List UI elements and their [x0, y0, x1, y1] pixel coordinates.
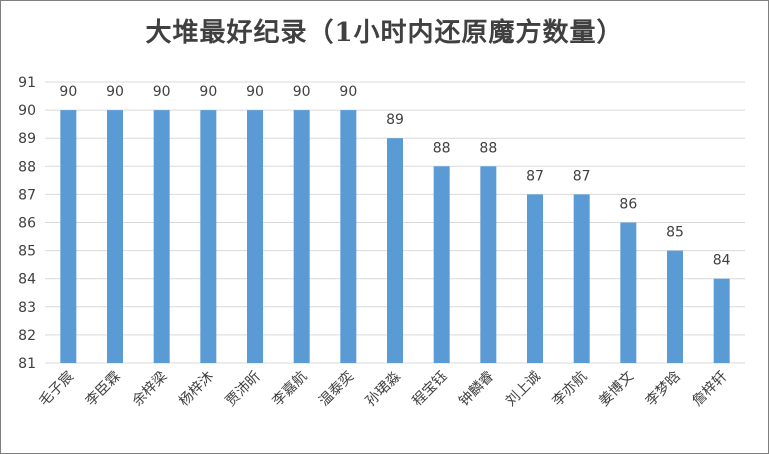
bar	[107, 110, 123, 363]
data-label: 85	[666, 225, 684, 241]
bar	[387, 138, 403, 363]
data-label: 87	[573, 168, 591, 184]
data-label: 90	[59, 84, 77, 100]
data-label: 90	[153, 84, 171, 100]
data-label: 84	[713, 253, 731, 269]
y-tick-label: 85	[18, 244, 36, 260]
bar	[620, 222, 637, 363]
x-tick-label: 詹梓轩	[689, 369, 730, 410]
x-tick-label: 毛子宸	[35, 368, 77, 410]
bar	[713, 278, 730, 363]
x-tick-label: 温泰奕	[316, 369, 357, 410]
y-tick-label: 91	[18, 75, 36, 91]
x-tick-label: 李臣霖	[83, 369, 124, 410]
x-tick-label: 钟麟睿	[455, 368, 497, 410]
y-tick-label: 90	[18, 103, 36, 119]
x-tick-label: 杨梓沐	[176, 369, 217, 410]
bar	[293, 110, 310, 363]
data-label: 88	[479, 140, 497, 156]
data-label: 86	[619, 197, 637, 213]
data-label: 90	[339, 84, 357, 100]
y-tick-label: 81	[18, 356, 36, 372]
y-tick-label: 89	[18, 131, 36, 147]
x-tick-label: 李嘉航	[269, 369, 310, 410]
bar	[527, 194, 543, 363]
x-tick-label: 余梓梁	[129, 368, 171, 410]
chart-title: 大堆最好纪录（1小时内还原魔方数量）	[145, 18, 624, 48]
y-tick-label: 87	[18, 187, 36, 203]
data-label: 89	[386, 112, 404, 128]
data-label: 90	[293, 84, 311, 100]
x-tick-label: 李梦晗	[642, 368, 684, 410]
x-tick-label: 贾沛昕	[223, 369, 264, 410]
data-label: 87	[526, 168, 544, 184]
bar	[667, 250, 683, 363]
data-label: 90	[246, 84, 264, 100]
x-tick-label: 程宝钰	[409, 369, 450, 410]
y-tick-label: 82	[18, 328, 36, 344]
bar	[247, 110, 263, 363]
bar	[433, 166, 450, 363]
data-label: 90	[199, 84, 217, 100]
data-label: 88	[433, 140, 451, 156]
y-tick-label: 84	[18, 272, 36, 288]
x-tick-label: 刘上诚	[503, 369, 544, 410]
y-tick-label: 86	[18, 216, 36, 232]
bar	[60, 110, 77, 363]
bar	[573, 194, 590, 363]
y-tick-label: 83	[18, 300, 36, 316]
data-label: 90	[106, 84, 124, 100]
x-tick-label: 李亦航	[549, 369, 590, 410]
bar	[480, 166, 497, 363]
y-tick-label: 88	[18, 159, 36, 175]
x-tick-label: 姜博文	[595, 368, 637, 410]
bar	[200, 110, 217, 363]
x-tick-label: 孙珺淼	[363, 369, 404, 410]
bar	[340, 110, 357, 363]
bar	[153, 110, 170, 363]
